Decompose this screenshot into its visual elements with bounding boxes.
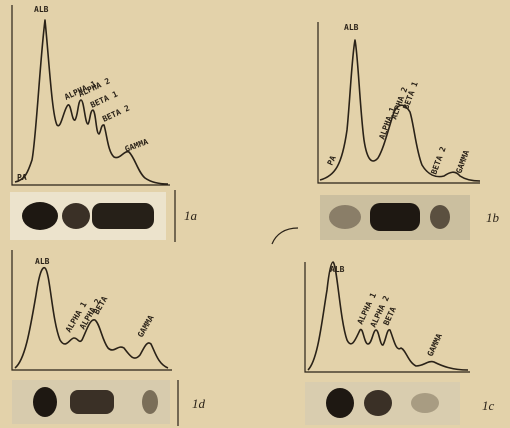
peak-label: PA <box>17 173 27 182</box>
gel-band <box>142 390 158 414</box>
gel-band <box>329 205 361 229</box>
gel-band <box>70 390 114 414</box>
gel-band <box>370 203 420 231</box>
panel-label: 1d <box>192 396 206 411</box>
peak-label: ALB <box>34 5 49 14</box>
panel-label: 1a <box>184 208 198 223</box>
gel-band <box>430 205 450 229</box>
gel-band <box>33 387 57 417</box>
gel-band <box>62 203 90 229</box>
gel-band <box>92 203 154 229</box>
figure: ALB PA ALPHA 1 ALPHA 2 BETA 1 BETA 2 GAM… <box>0 0 510 428</box>
panel-label: 1b <box>486 210 500 225</box>
panel-label: 1c <box>482 398 495 413</box>
gel-band <box>326 388 354 418</box>
peak-label: ALB <box>344 23 359 32</box>
gel-band <box>364 390 392 416</box>
peak-label: ALB <box>330 265 345 274</box>
peak-label: ALB <box>35 257 50 266</box>
gel-band <box>411 393 439 413</box>
gel-band <box>22 202 58 230</box>
